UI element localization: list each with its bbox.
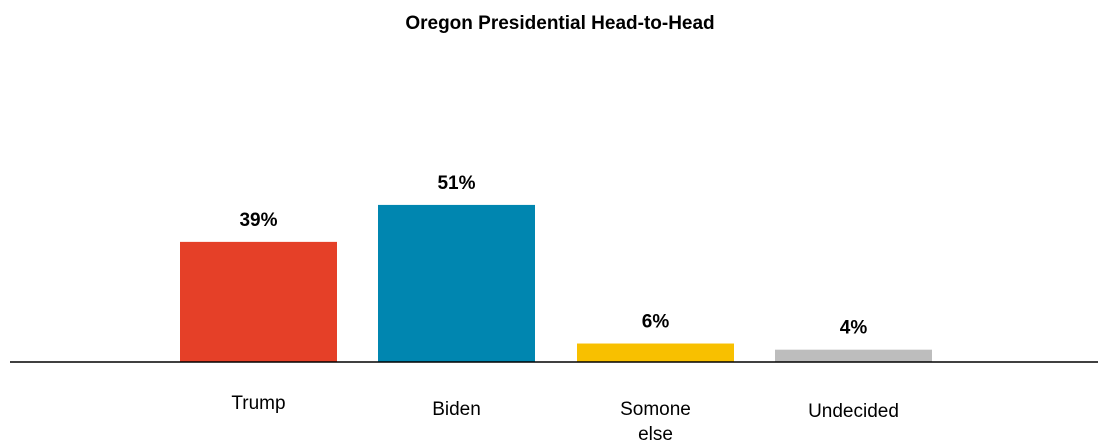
category-label-somone-else: Somone else (620, 399, 691, 444)
bar-somone-else (577, 343, 734, 362)
value-label-trump: 39% (239, 210, 277, 231)
bar-undecided (775, 349, 932, 362)
category-label-biden: Biden (432, 399, 481, 420)
value-label-undecided: 4% (840, 318, 868, 339)
category-label-undecided: Undecided (808, 401, 899, 422)
value-labels-group: 39% 51% 6% 4% (239, 173, 867, 339)
chart-title: Oregon Presidential Head-to-Head (405, 13, 714, 34)
category-label-trump: Trump (231, 393, 285, 414)
category-labels-group: Trump Biden Somone else Undecided (231, 393, 899, 444)
bar-biden (378, 204, 535, 362)
value-label-biden: 51% (437, 173, 475, 194)
bar-trump (180, 241, 337, 362)
bars-group (180, 204, 932, 362)
value-label-somone-else: 6% (642, 312, 670, 333)
